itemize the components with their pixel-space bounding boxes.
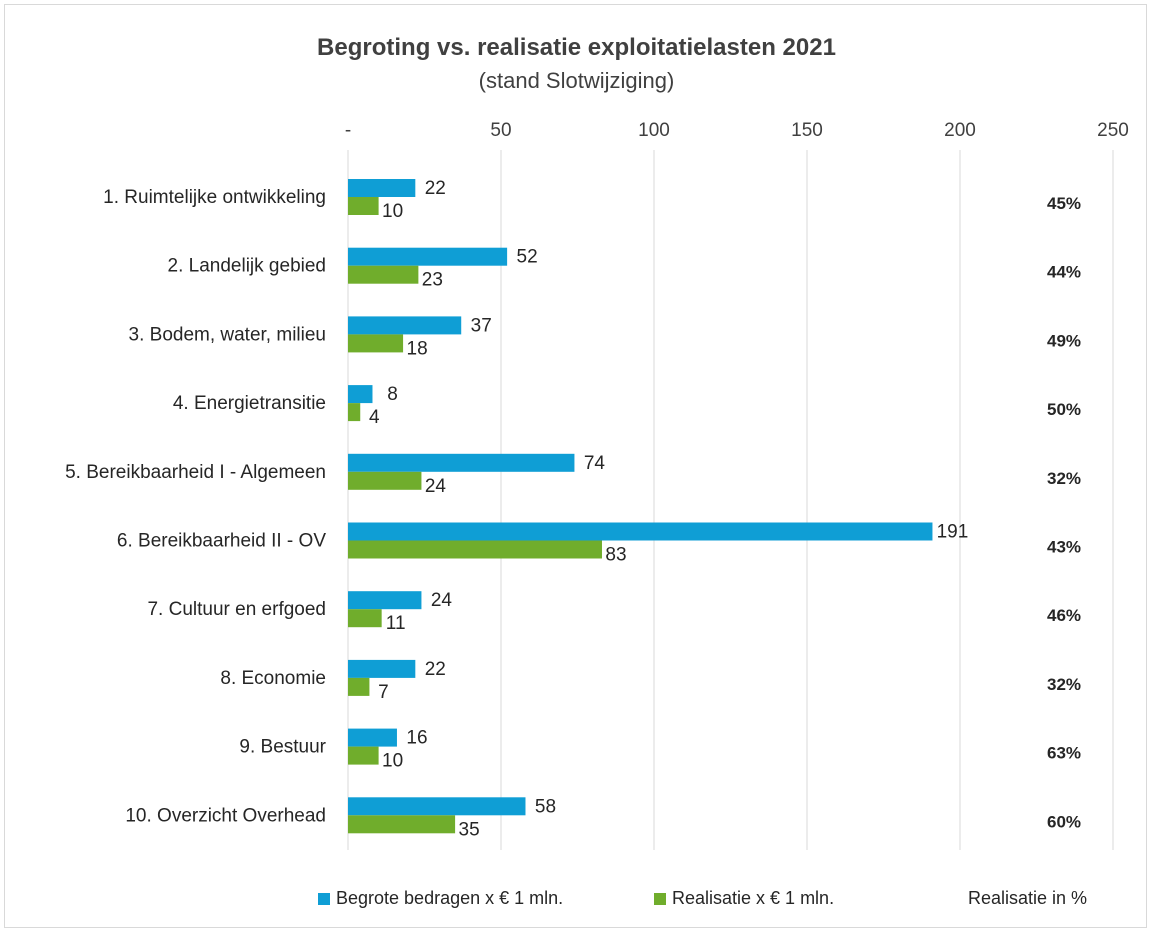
legend-label-begroot: Begrote bedragen x € 1 mln. [336,888,564,908]
bar-realisatie [348,677,370,696]
percent-label: 44% [1047,263,1081,282]
bar-realisatie [348,334,404,353]
category-label: 6. Bereikbaarheid II - OV [117,531,326,552]
data-label-realisatie: 10 [382,201,403,222]
data-label-realisatie: 11 [386,613,406,634]
x-tick-label: 50 [490,120,511,141]
x-tick-label: 250 [1097,120,1129,141]
legend-swatch-begroot [318,892,330,905]
category-label: 7. Cultuur en erfgoed [147,599,326,620]
data-label-realisatie: 18 [407,338,428,359]
chart-title: Begroting vs. realisatie exploitatielast… [317,34,836,61]
legend-item-begroot: Begrote bedragen x € 1 mln. [318,888,563,909]
legend-swatch-realisatie [654,892,666,905]
data-label-realisatie: 83 [605,545,626,566]
bar-realisatie [348,746,379,765]
data-label-begroot: 16 [406,728,427,749]
category-label: 2. Landelijk gebied [168,256,326,277]
chart-subtitle: (stand Slotwijziging) [478,68,675,93]
percent-label: 50% [1047,400,1081,419]
data-label-begroot: 52 [517,247,538,268]
bar-begroot [348,797,526,816]
bar-realisatie [348,403,361,422]
percent-label: 60% [1047,812,1081,831]
data-label-begroot: 22 [425,659,446,680]
bar-begroot [348,659,416,678]
bar-realisatie [348,540,602,559]
data-label-realisatie: 10 [382,751,403,772]
bar-begroot [348,316,462,335]
data-label-realisatie: 7 [378,682,389,703]
data-label-begroot: 24 [431,590,453,611]
category-label: 10. Overzicht Overhead [125,805,326,826]
legend-label-realisatie: Realisatie x € 1 mln. [672,888,835,908]
percent-label: 32% [1047,469,1081,488]
bar-realisatie [348,471,422,490]
chart-frame [4,4,1147,928]
data-label-realisatie: 4 [369,407,380,428]
bar-begroot [348,385,373,404]
category-label: 3. Bodem, water, milieu [129,324,326,345]
bar-begroot [348,453,575,472]
bar-begroot [348,728,397,747]
category-label: 4. Energietransitie [173,393,326,414]
category-label: 9. Bestuur [239,737,326,758]
legend-item-realisatie: Realisatie x € 1 mln. [654,888,834,909]
legend-label-percent: Realisatie in % [968,888,1088,908]
x-tick-label: 150 [791,120,823,141]
percent-label: 45% [1047,194,1081,213]
x-tick-label: - [345,120,351,141]
bar-begroot [348,522,933,541]
bar-realisatie [348,609,382,628]
category-label: 5. Bereikbaarheid I - Algemeen [65,462,326,483]
data-label-realisatie: 35 [459,819,480,840]
category-label: 8. Economie [220,668,326,689]
bar-begroot [348,179,416,197]
bar-realisatie [348,815,456,834]
bar-realisatie [348,265,419,284]
data-label-begroot: 37 [471,315,492,336]
data-label-begroot: 191 [937,522,969,543]
data-label-realisatie: 24 [425,476,447,497]
data-label-begroot: 22 [425,178,446,199]
bar-begroot [348,591,422,610]
data-label-begroot: 8 [387,384,398,405]
percent-label: 46% [1047,606,1081,625]
bar-realisatie [348,197,379,215]
data-label-begroot: 58 [535,796,556,817]
percent-label: 43% [1047,538,1081,557]
x-tick-label: 200 [944,120,976,141]
percent-label: 63% [1047,744,1081,763]
data-label-realisatie: 23 [422,270,443,291]
percent-label: 49% [1047,331,1081,350]
category-label: 1. Ruimtelijke ontwikkeling [103,187,326,208]
x-tick-label: 100 [638,120,670,141]
data-label-begroot: 74 [584,453,606,474]
legend-item-percent: Realisatie in % [968,888,1087,909]
bar-begroot [348,247,508,266]
percent-label: 32% [1047,675,1081,694]
